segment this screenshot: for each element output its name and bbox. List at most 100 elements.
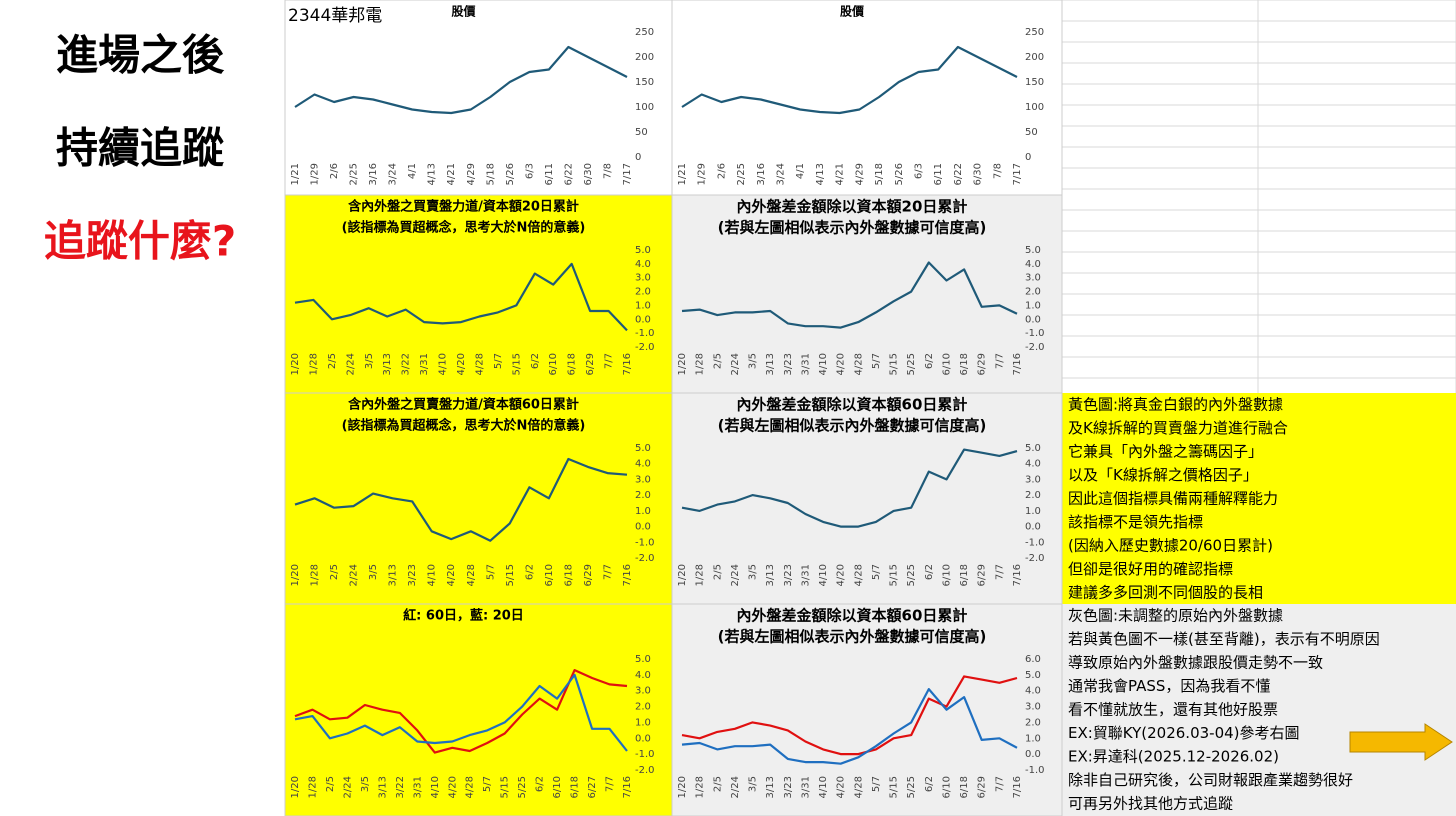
y-tick-label: -2.0 xyxy=(1025,553,1045,564)
x-tick-label: 4/13 xyxy=(427,163,438,185)
gray-note: EX:昇達科(2025.12-2026.02) xyxy=(1068,748,1279,766)
x-tick-label: 6/3 xyxy=(913,163,924,179)
data-line xyxy=(294,45,628,115)
x-tick-label: 3/13 xyxy=(765,776,776,798)
yellow-note: 建議多多回測不同個股的長相 xyxy=(1068,584,1263,602)
left-title: 追蹤什麼? xyxy=(44,217,236,266)
x-tick-label: 1/21 xyxy=(677,163,688,185)
x-tick-label: 4/20 xyxy=(456,353,467,375)
y-tick-label: 4.0 xyxy=(1025,259,1041,270)
chart-subtitle: (該指標為買超概念，思考大於N倍的意義) xyxy=(342,418,586,434)
x-tick-label: 3/31 xyxy=(800,776,811,798)
chart-subtitle: (若與左圖相似表示內外盤數據可信度高) xyxy=(718,628,987,646)
x-tick-label: 6/22 xyxy=(563,163,574,185)
x-tick-label: 3/31 xyxy=(800,353,811,375)
gray-note: 可再另外找其他方式追蹤 xyxy=(1068,795,1233,813)
y-tick-label: 0.0 xyxy=(635,733,651,744)
y-tick-label: 100 xyxy=(1025,102,1044,113)
x-tick-label: 6/22 xyxy=(953,163,964,185)
x-tick-label: 4/1 xyxy=(407,163,418,179)
x-tick-label: 3/24 xyxy=(776,163,787,185)
yellow-note: (因納入歷史數據20/60日累計) xyxy=(1068,537,1273,555)
y-tick-label: -1.0 xyxy=(1025,328,1045,339)
x-tick-label: 3/23 xyxy=(783,776,794,798)
x-tick-label: 6/27 xyxy=(587,776,598,798)
x-tick-label: 4/10 xyxy=(438,353,449,375)
x-tick-label: 5/7 xyxy=(871,776,882,792)
x-tick-label: 3/23 xyxy=(783,353,794,375)
x-tick-label: 7/8 xyxy=(992,163,1003,179)
x-tick-label: 3/22 xyxy=(401,353,412,375)
x-tick-label: 1/20 xyxy=(677,776,688,798)
x-tick-label: 5/18 xyxy=(874,163,885,185)
x-tick-label: 7/7 xyxy=(605,776,616,792)
x-tick-label: 1/28 xyxy=(695,353,706,375)
x-tick-label: 4/10 xyxy=(430,776,441,798)
y-tick-label: 1.0 xyxy=(1025,300,1041,311)
x-tick-label: 6/29 xyxy=(583,564,594,586)
x-tick-label: 3/23 xyxy=(407,564,418,586)
x-tick-label: 6/29 xyxy=(977,353,988,375)
x-tick-label: 6/29 xyxy=(977,776,988,798)
x-tick-label: 4/21 xyxy=(446,163,457,185)
chart-background xyxy=(671,603,1063,816)
x-tick-label: 4/10 xyxy=(427,564,438,586)
x-tick-label: 5/25 xyxy=(517,776,528,798)
y-tick-label: 5.0 xyxy=(635,654,651,665)
chart-background xyxy=(284,0,673,196)
x-tick-label: 3/31 xyxy=(412,776,423,798)
x-tick-label: 6/2 xyxy=(924,564,935,580)
x-tick-label: 4/20 xyxy=(447,776,458,798)
x-tick-label: 7/16 xyxy=(622,776,633,798)
y-tick-label: 1.0 xyxy=(1025,733,1041,744)
y-tick-label: -1.0 xyxy=(635,537,655,548)
x-tick-label: 3/16 xyxy=(756,163,767,185)
y-tick-label: 250 xyxy=(1025,27,1044,38)
x-tick-label: 4/1 xyxy=(795,163,806,179)
x-tick-label: 7/16 xyxy=(1012,776,1023,798)
y-tick-label: 4.0 xyxy=(1025,459,1041,470)
x-tick-label: 3/24 xyxy=(388,163,399,185)
x-tick-label: 3/5 xyxy=(364,353,375,369)
x-tick-label: 1/20 xyxy=(290,776,301,798)
y-tick-label: 200 xyxy=(635,52,654,63)
data-line xyxy=(681,675,1018,756)
yellow-note: 但卻是很好用的確認指標 xyxy=(1068,560,1233,578)
x-tick-label: 5/15 xyxy=(889,776,900,798)
left-title: 持續追蹤 xyxy=(56,124,224,173)
x-tick-label: 6/10 xyxy=(552,776,563,798)
y-tick-label: 4.0 xyxy=(635,459,651,470)
x-tick-label: 3/13 xyxy=(388,564,399,586)
yellow-note: 它兼具「內外盤之籌碼因子」 xyxy=(1068,443,1263,461)
x-tick-label: 4/10 xyxy=(818,776,829,798)
x-tick-label: 6/2 xyxy=(530,353,541,369)
x-tick-label: 6/18 xyxy=(959,564,970,586)
y-tick-label: 0.0 xyxy=(635,522,651,533)
chart-title: 內外盤差金額除以資本額60日累計 xyxy=(737,607,968,625)
x-tick-label: 1/29 xyxy=(697,163,708,185)
x-tick-label: 6/29 xyxy=(585,353,596,375)
gray-note: 若與黃色圖不一樣(甚至背離)，表示有不明原因 xyxy=(1068,630,1380,648)
x-tick-label: 3/13 xyxy=(382,353,393,375)
y-tick-label: 2.0 xyxy=(635,490,651,501)
y-tick-label: 2.0 xyxy=(1025,490,1041,501)
y-tick-label: 0 xyxy=(1025,152,1031,163)
x-tick-label: 5/18 xyxy=(485,163,496,185)
x-tick-label: 2/5 xyxy=(329,564,340,580)
y-tick-label: 50 xyxy=(635,127,648,138)
x-tick-label: 7/7 xyxy=(602,564,613,580)
x-tick-label: 1/29 xyxy=(310,163,321,185)
x-tick-label: 4/20 xyxy=(836,564,847,586)
x-tick-label: 3/5 xyxy=(360,776,371,792)
y-tick-label: 3.0 xyxy=(635,474,651,485)
data-line xyxy=(294,457,628,542)
chart-title: 含內外盤之買賣盤力道/資本額20日累計 xyxy=(347,199,579,215)
data-line xyxy=(681,45,1018,115)
chart-title: 含內外盤之買賣盤力道/資本額60日累計 xyxy=(347,397,579,413)
gray-note: 通常我會PASS，因為我看不懂 xyxy=(1068,677,1270,695)
x-tick-label: 7/7 xyxy=(994,353,1005,369)
y-tick-label: -1.0 xyxy=(1025,537,1045,548)
x-tick-label: 6/30 xyxy=(583,163,594,185)
x-tick-label: 6/11 xyxy=(544,163,555,185)
